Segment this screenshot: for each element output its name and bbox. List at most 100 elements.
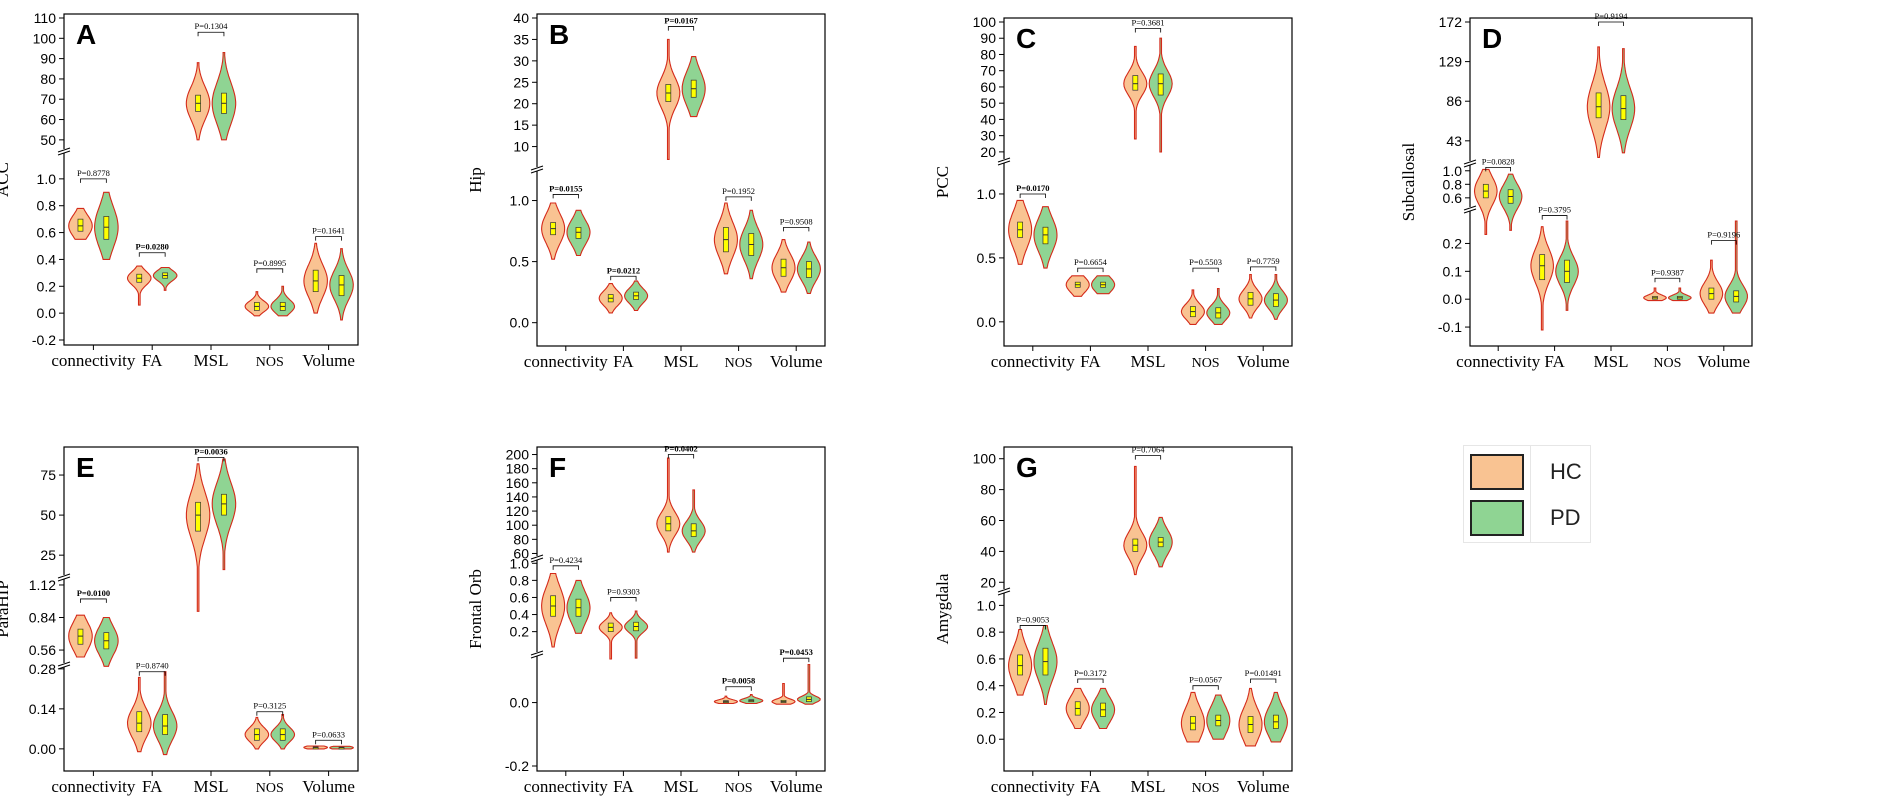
x-tick-label: Volume [1237,777,1290,796]
x-tick-label: FA [1080,352,1101,371]
p-value-label: P=0.3681 [1132,17,1165,27]
axis-break-mark [57,573,71,579]
x-tick-label: FA [142,351,163,370]
y-axis-label: ACC [0,162,12,197]
y-tick-label: 20 [980,144,996,160]
box-pd-msl [1157,73,1164,96]
y-tick-label: 60 [40,112,56,128]
violin-pd-nos [739,694,764,705]
axis-break-mark [57,661,71,667]
y-tick-label: 30 [513,53,529,69]
y-tick-label: 1.0 [977,186,997,202]
y-tick-label: 0.14 [29,701,56,717]
y-tick-label: 35 [513,31,529,47]
y-tick-label: 100 [973,14,997,30]
significance-bracket [552,565,579,570]
significance-bracket [610,275,637,281]
x-tick-label: NOS [256,355,284,370]
x-tick-label: NOS [256,781,284,796]
legend-divider [1530,446,1531,542]
y-tick-label: 40 [513,10,529,26]
p-value-label: P=0.9196 [1707,230,1740,240]
violin-pd-volume [796,663,821,705]
violin-pd-fa [152,266,178,291]
box-hc-fa [136,711,143,733]
x-tick-label: connectivity [991,777,1076,796]
box-pd-volume [806,261,812,278]
y-tick-label: 110 [34,10,57,26]
y-tick-label: 70 [40,91,56,107]
y-axis-label: ParaHIP [0,580,12,638]
x-tick-label: FA [142,777,163,796]
y-axis-label: Amygdala [933,573,952,644]
y-tick-label: 80 [980,46,996,62]
significance-bracket [667,454,695,459]
legend-item-pd: PD [1470,500,1581,536]
p-value-label: P=0.8778 [77,168,110,178]
y-tick-label: 0.2 [977,704,997,720]
x-tick-label: FA [613,777,634,796]
significance-bracket [1250,266,1277,271]
y-tick-label: -0.2 [505,758,529,774]
y-tick-label: 0.5 [510,254,530,270]
p-value-label: P=0.0453 [779,647,812,657]
significance-bracket [315,236,342,241]
violin-pd-fa [624,610,649,659]
y-tick-label: 0.6 [510,589,530,605]
significance-bracket [1710,240,1737,245]
significance-bracket [1134,455,1162,460]
x-tick-label: MSL [664,777,699,796]
y-axis-label: PCC [933,166,952,198]
axis-break-mark [997,587,1011,593]
axis-break-mark [57,664,71,670]
significance-bracket [1077,678,1104,683]
legend-label-pd: PD [1550,505,1581,530]
axis-break-mark [57,576,71,582]
axis-break-mark [530,653,544,659]
violin-pd-nos [1206,288,1231,325]
y-tick-label: 86 [1446,93,1462,109]
p-value-label: P=0.9387 [1651,267,1684,277]
violin-hc-msl [1123,45,1148,140]
y-tick-label: 60 [980,513,996,529]
x-tick-label: MSL [664,352,699,371]
x-tick-label: NOS [725,781,753,796]
p-value-label: P=0.01491 [1245,668,1282,678]
box-hc-msl [1132,75,1139,91]
y-tick-label: 160 [506,475,530,491]
significance-bracket [80,178,107,183]
y-tick-label: 0.0 [37,305,57,321]
y-tick-label: 0.1 [1443,263,1463,279]
y-tick-label: 0.4 [37,251,57,267]
significance-bracket [315,739,342,745]
x-tick-label: NOS [1653,356,1681,371]
violin-pd-volume [1724,220,1748,314]
x-tick-label: NOS [1192,356,1220,371]
axis-break-mark [1463,208,1477,214]
panel-letter: G [1016,452,1038,483]
p-value-label: P=0.9508 [780,216,813,226]
y-tick-label: 90 [980,30,996,46]
significance-bracket [256,268,284,273]
p-value-label: P=0.7759 [1247,256,1280,266]
y-tick-label: 0.0 [510,695,530,711]
panel-D: D Subcallosal 43 86 129 172 0.60.81.0 -0.1 0.0 0.… [1399,11,1753,371]
significance-bracket [197,31,225,37]
y-tick-label: 60 [980,79,996,95]
p-value-label: P=0.3795 [1538,205,1571,215]
y-tick-label: 0.2 [510,624,530,640]
plot-frame [63,446,359,772]
y-tick-label: 0.6 [977,651,997,667]
axis-break-mark [997,157,1011,163]
panel-B: B Hip 10 15 20 25 30 35 40 0.0 0.5 1.0 connectivity F… [466,10,826,371]
y-tick-label: 0.8 [977,624,997,640]
x-tick-label: connectivity [524,352,609,371]
y-tick-label: -0.2 [32,332,56,348]
p-value-label: P=0.1641 [312,226,345,236]
box-hc-msl [195,501,201,532]
significance-bracket [138,671,166,676]
y-tick-label: 50 [40,132,56,148]
axis-break-gap [59,149,69,153]
y-tick-label: 0.4 [977,678,997,694]
axis-break-mark [997,590,1011,596]
